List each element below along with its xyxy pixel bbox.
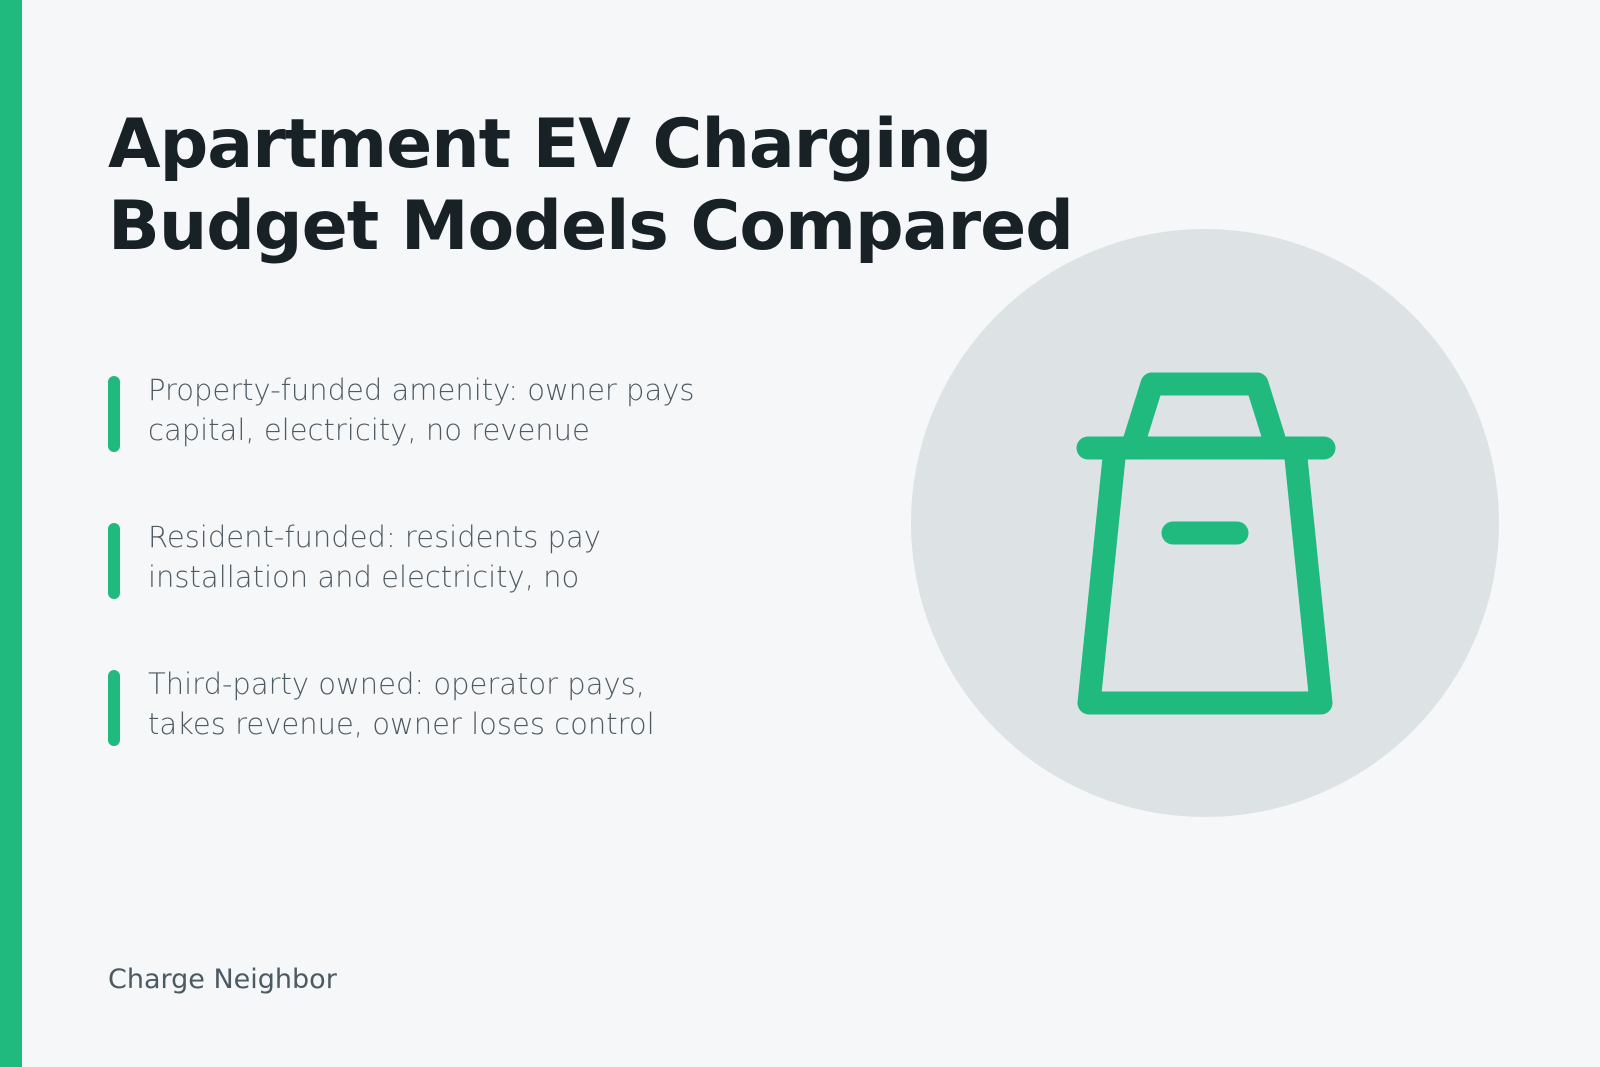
brand: Charge Neighbor <box>108 964 337 995</box>
icon-top <box>1120 372 1289 460</box>
item-line: Property-funded amenity: owner pays <box>148 373 695 407</box>
item-marker <box>108 523 120 599</box>
item-marker <box>108 670 120 746</box>
list-item: Property-funded amenity: owner pays capit… <box>108 370 748 452</box>
item-line: Third-party owned: operator pays, <box>148 667 645 701</box>
item-text: Property-funded amenity: owner pays capit… <box>148 370 748 450</box>
list-item: Third-party owned: operator pays, takes r… <box>108 664 748 746</box>
item-marker <box>108 376 120 452</box>
title: Apartment EV Charging Budget Models Comp… <box>108 104 1074 268</box>
item-line: capital, electricity, no revenue <box>148 413 590 447</box>
title-line: Apartment EV Charging <box>108 105 992 184</box>
item-line: takes revenue, owner loses control <box>148 707 655 741</box>
illustration <box>911 229 1499 817</box>
title-line: Budget Models Compared <box>108 187 1074 266</box>
list-item: Resident-funded: residents pay installati… <box>108 517 748 599</box>
item-text: Third-party owned: operator pays, takes r… <box>148 664 748 744</box>
item-line: Resident-funded: residents pay <box>148 520 601 554</box>
icon-body <box>1077 436 1333 715</box>
bag-icon <box>1076 372 1336 715</box>
accent-bar <box>0 0 22 1067</box>
item-text: Resident-funded: residents pay installati… <box>148 517 748 597</box>
item-line: installation and electricity, no <box>148 560 580 594</box>
